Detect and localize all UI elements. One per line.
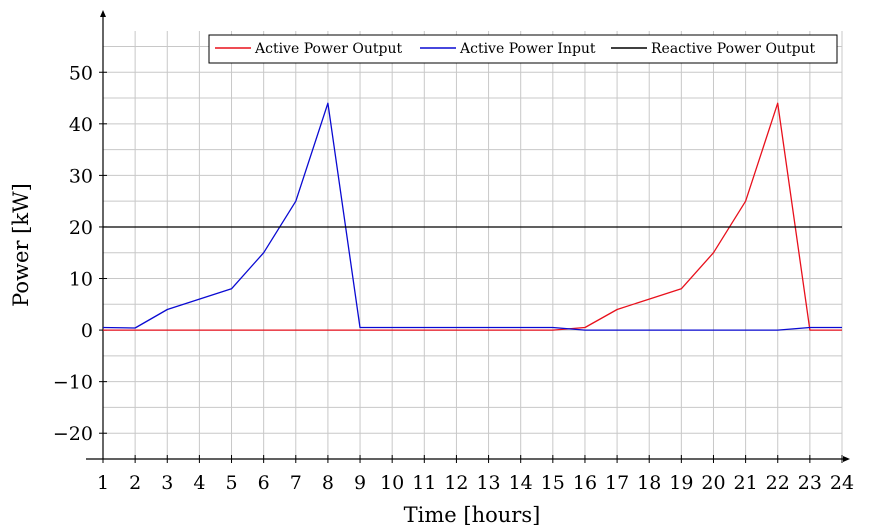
legend-label-reactive-power-output: Reactive Power Output: [651, 41, 816, 57]
x-tick-label: 15: [541, 472, 565, 494]
y-tick-label: −10: [53, 372, 93, 394]
x-axis-title: Time [hours]: [404, 503, 541, 527]
x-tick-label: 12: [444, 472, 468, 494]
x-tick-label: 6: [258, 472, 270, 494]
legend-label-active-power-input: Active Power Input: [459, 41, 596, 57]
y-tick-label: 40: [69, 114, 93, 136]
legend: Active Power Output Active Power Input Rea…: [208, 34, 838, 64]
y-ticks: −20 −10 0 10 20 30 40 50: [53, 62, 107, 445]
series-group: [102, 102, 842, 331]
x-tick-label: 1: [97, 472, 109, 494]
legend-label-active-power-output: Active Power Output: [254, 41, 402, 57]
x-tick-label: 9: [354, 472, 366, 494]
legend-box: [208, 34, 838, 64]
x-tick-label: 18: [637, 472, 661, 494]
x-tick-label: 11: [412, 472, 436, 494]
x-tick-label: 22: [766, 472, 790, 494]
y-tick-label: 20: [69, 217, 93, 239]
x-tick-label: 17: [605, 472, 629, 494]
y-axis-title: Power [kW]: [9, 183, 33, 307]
y-tick-label: 0: [81, 320, 93, 342]
series-line-active-power-output: [103, 102, 842, 331]
x-ticks: 1 2 3 4 5 6 7 8 9 10 11 12 13 14 15 16 17 18 19 20 21 22 23 24: [97, 455, 854, 494]
x-tick-label: 8: [322, 472, 334, 494]
x-tick-label: 14: [509, 472, 533, 494]
x-tick-label: 16: [573, 472, 597, 494]
grid: [102, 31, 843, 460]
x-tick-label: 20: [701, 472, 725, 494]
x-tick-label: 13: [476, 472, 500, 494]
x-tick-label: 24: [830, 472, 854, 494]
series-line-active-power-input: [102, 102, 842, 331]
axes: [86, 10, 850, 462]
x-tick-label: 3: [161, 472, 173, 494]
x-tick-label: 21: [734, 472, 758, 494]
x-tick-label: 23: [798, 472, 822, 494]
x-tick-label: 19: [669, 472, 693, 494]
y-axis-arrow: [100, 10, 106, 17]
x-tick-label: 5: [225, 472, 237, 494]
x-axis-arrow: [843, 456, 850, 462]
y-tick-label: 50: [69, 62, 93, 84]
y-tick-label: 10: [69, 269, 93, 291]
x-tick-label: 10: [380, 472, 404, 494]
x-tick-label: 2: [129, 472, 141, 494]
x-tick-label: 7: [290, 472, 302, 494]
y-tick-label: 30: [69, 165, 93, 187]
x-tick-label: 4: [193, 472, 205, 494]
y-tick-label: −20: [53, 423, 93, 445]
